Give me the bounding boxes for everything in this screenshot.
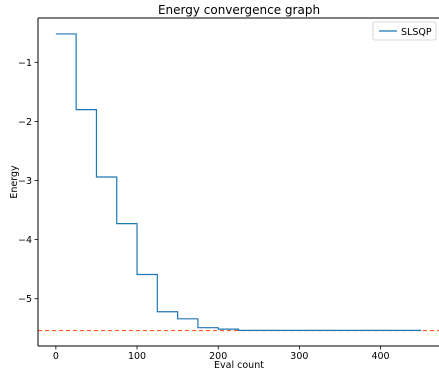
x-tick-label: 400 [371,351,389,362]
y-tick-label: −1 [18,58,32,69]
axes: 0 100 200 300 400 −1 −2 −3 −4 −5 [18,17,439,362]
y-tick-label: −3 [18,176,32,187]
x-tick-label: 100 [128,351,146,362]
y-tick-label: −5 [18,294,32,305]
legend-frame [372,21,437,41]
y-axis-label: Energy [9,165,20,199]
legend: SLSQP [372,21,437,41]
series-line-slsqp [55,33,422,331]
x-tick-label: 300 [290,351,308,362]
legend-label-slsqp: SLSQP [401,27,432,38]
x-tick-label: 200 [209,351,227,362]
x-tick-label: 0 [53,351,59,362]
y-tick-label: −4 [18,235,32,246]
y-tick-label: −2 [18,117,32,128]
plot-area [38,33,439,332]
chart-title: Energy convergence graph [158,3,320,17]
x-axis-label: Eval count [214,360,264,371]
